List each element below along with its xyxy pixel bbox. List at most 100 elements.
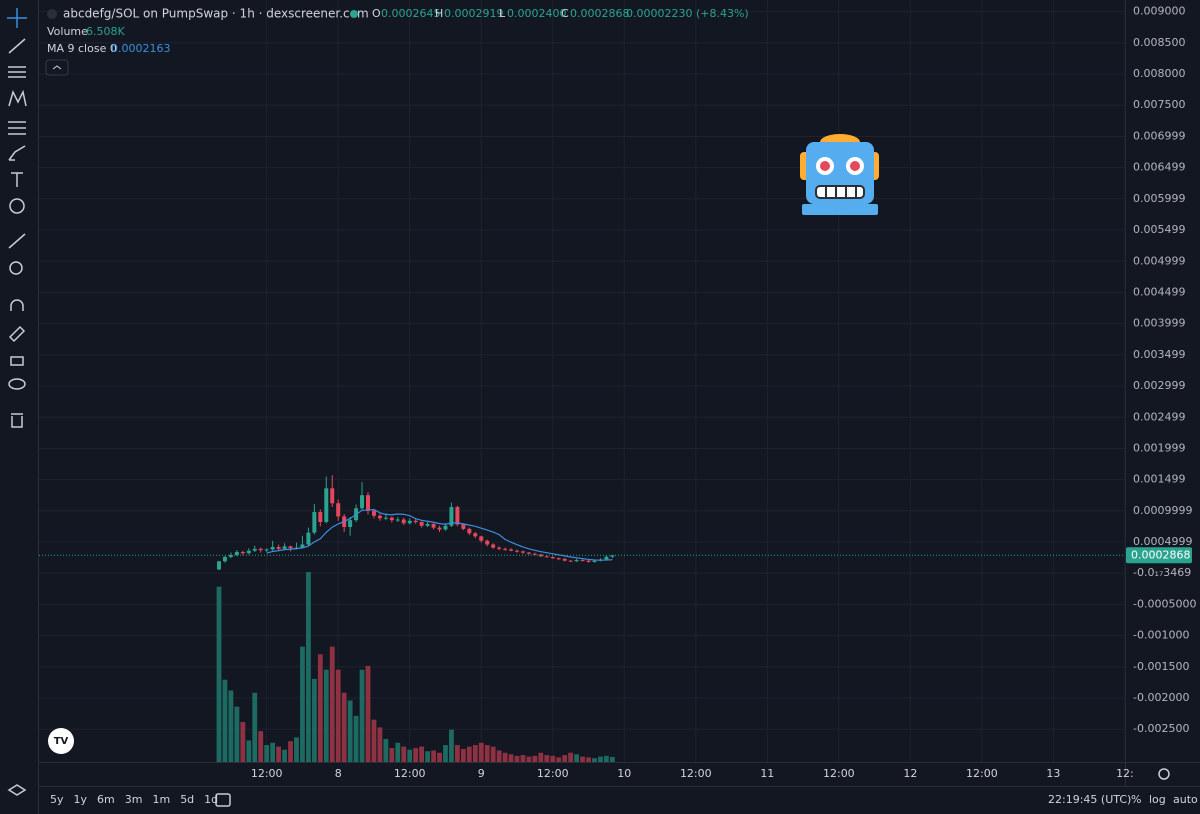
range-button[interactable]: 3m [125,793,143,806]
measure-tool[interactable] [8,233,26,249]
volume-bar [377,727,383,762]
candle-body [330,488,335,504]
range-button[interactable]: 5y [50,793,64,806]
volume-bar [270,742,276,762]
volume-bar [258,731,264,762]
volume-bar [252,692,258,762]
candle-body [586,560,591,562]
y-tick-label: 0.006499 [1133,161,1186,174]
candle-body [270,546,275,550]
settings-icon[interactable] [1158,768,1170,780]
y-tick-label: 0.002999 [1133,379,1186,392]
line-tool[interactable] [8,38,26,54]
fib-tool[interactable] [8,66,26,78]
magnet-tool[interactable] [10,299,24,311]
candle-body [371,510,376,516]
candle-body [264,549,269,551]
emoji-tool[interactable] [9,198,25,214]
hide-tool[interactable] [8,378,26,390]
candle-body [217,561,221,570]
y-tick-label: 0.003499 [1133,348,1186,361]
range-button[interactable]: 1m [152,793,170,806]
volume-bar [359,669,365,762]
y-tick-label: 0.001499 [1133,473,1186,486]
volume-bar [425,751,430,762]
open-value: 0.0002645 [381,7,441,20]
stay-drawing-tool[interactable] [8,325,26,343]
volume-bar [365,665,371,762]
range-button[interactable]: 6m [97,793,115,806]
token-icon [47,9,57,19]
brush-tool[interactable] [8,145,26,161]
candle-body [431,523,436,528]
candle-body [306,532,311,545]
x-tick-label: 11 [760,767,774,780]
candle-body [515,550,519,552]
candle-body [282,546,287,549]
volume-bar [341,692,347,762]
log-toggle[interactable]: log [1149,793,1166,806]
collapse-button[interactable] [45,59,69,76]
volume-bar [544,755,550,762]
tv-logo[interactable] [48,728,74,754]
candle-body [532,553,537,555]
volume-bar [228,690,234,762]
volume-bar [609,756,615,762]
candle-body [389,517,394,521]
volume-bar [562,755,568,762]
y-tick-label: -0.002500 [1133,722,1189,735]
range-button[interactable]: 1d [204,793,218,806]
zoom-tool[interactable] [9,261,23,275]
range-button[interactable]: 5d [180,793,194,806]
tv-logo-mark: TV [54,736,69,747]
y-tick-label: -0.0005000 [1133,597,1196,610]
candle-body [461,524,466,529]
y-tick-label: 0.007500 [1133,98,1186,111]
pattern-tool[interactable] [8,89,27,107]
volume-bar [556,757,562,762]
percent-toggle[interactable]: % [1131,793,1141,806]
candle-body [383,517,388,519]
volume-bar [580,756,585,762]
candle-body [520,551,525,553]
y-tick-label: 0.005499 [1133,223,1186,236]
volume-bar [216,586,222,762]
volume-bar [472,745,478,762]
candle-body [246,550,251,554]
y-tick-label: -0.001000 [1133,629,1189,642]
volume-bar [300,646,305,762]
volume-bar [234,706,240,762]
volume-bar [592,758,597,762]
volume-bar [526,756,532,762]
y-tick-label: 0.0009999 [1133,504,1193,517]
forecast-tool[interactable] [8,121,26,135]
volume-bar [371,719,377,762]
x-tick-label: 12:00 [394,767,426,780]
candle-body [336,503,341,517]
volume-bar [568,752,574,762]
y-tick-label: 0.008500 [1133,36,1186,49]
range-button[interactable]: 1y [74,793,88,806]
tools[interactable] [7,8,27,796]
change-value: 0.00002230 (+8.43%) [626,7,749,20]
date-range-icon[interactable] [215,793,231,807]
volume-bar [383,738,389,762]
volume-bar [443,745,448,762]
layers-tool[interactable] [7,784,27,796]
candle-body [413,520,418,523]
delete-tool[interactable] [11,413,23,428]
candle-body [258,548,263,551]
candle-body [526,552,531,554]
crosshair-tool[interactable] [7,8,27,28]
candle-body [455,507,460,525]
auto-toggle[interactable]: auto [1173,793,1198,806]
candle-body [449,507,454,526]
lock-tool[interactable] [10,356,24,366]
volume-bar [264,745,270,762]
text-tool[interactable] [11,172,23,187]
volume-bar [222,679,228,762]
volume-bar [413,748,419,762]
